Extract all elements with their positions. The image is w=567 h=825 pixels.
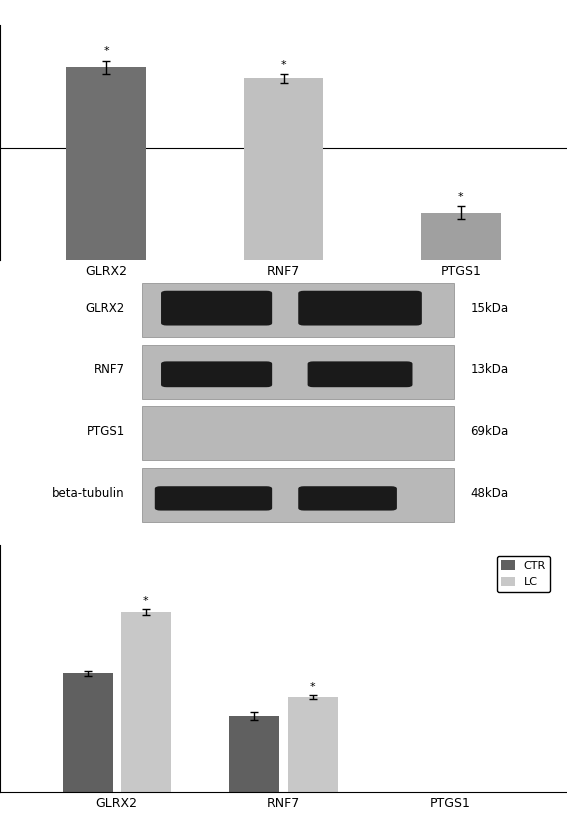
Text: GLRX2: GLRX2 — [86, 302, 125, 314]
Bar — [421, 213, 501, 260]
Bar — [66, 68, 146, 260]
Bar — [229, 716, 280, 792]
Bar — [244, 78, 323, 260]
Text: *: * — [458, 191, 463, 201]
FancyBboxPatch shape — [142, 345, 454, 398]
Text: *: * — [310, 682, 315, 692]
FancyBboxPatch shape — [298, 290, 422, 326]
Text: 48kDa: 48kDa — [471, 487, 509, 500]
FancyBboxPatch shape — [142, 468, 454, 522]
FancyBboxPatch shape — [142, 283, 454, 337]
FancyBboxPatch shape — [155, 486, 272, 511]
FancyBboxPatch shape — [161, 290, 272, 326]
Text: *: * — [104, 46, 109, 56]
Text: *: * — [143, 596, 149, 606]
Text: RNF7: RNF7 — [94, 363, 125, 376]
Bar — [121, 611, 171, 792]
Text: 13kDa: 13kDa — [471, 363, 509, 376]
FancyBboxPatch shape — [298, 486, 397, 511]
FancyBboxPatch shape — [161, 361, 272, 387]
Text: 69kDa: 69kDa — [471, 425, 509, 438]
Text: *: * — [281, 59, 286, 69]
Legend: CTR, LC: CTR, LC — [497, 556, 550, 592]
Text: 15kDa: 15kDa — [471, 302, 509, 314]
Bar — [287, 697, 338, 792]
Bar — [62, 673, 113, 792]
Text: beta-tubulin: beta-tubulin — [52, 487, 125, 500]
FancyBboxPatch shape — [307, 361, 412, 387]
Text: PTGS1: PTGS1 — [87, 425, 125, 438]
FancyBboxPatch shape — [142, 406, 454, 460]
